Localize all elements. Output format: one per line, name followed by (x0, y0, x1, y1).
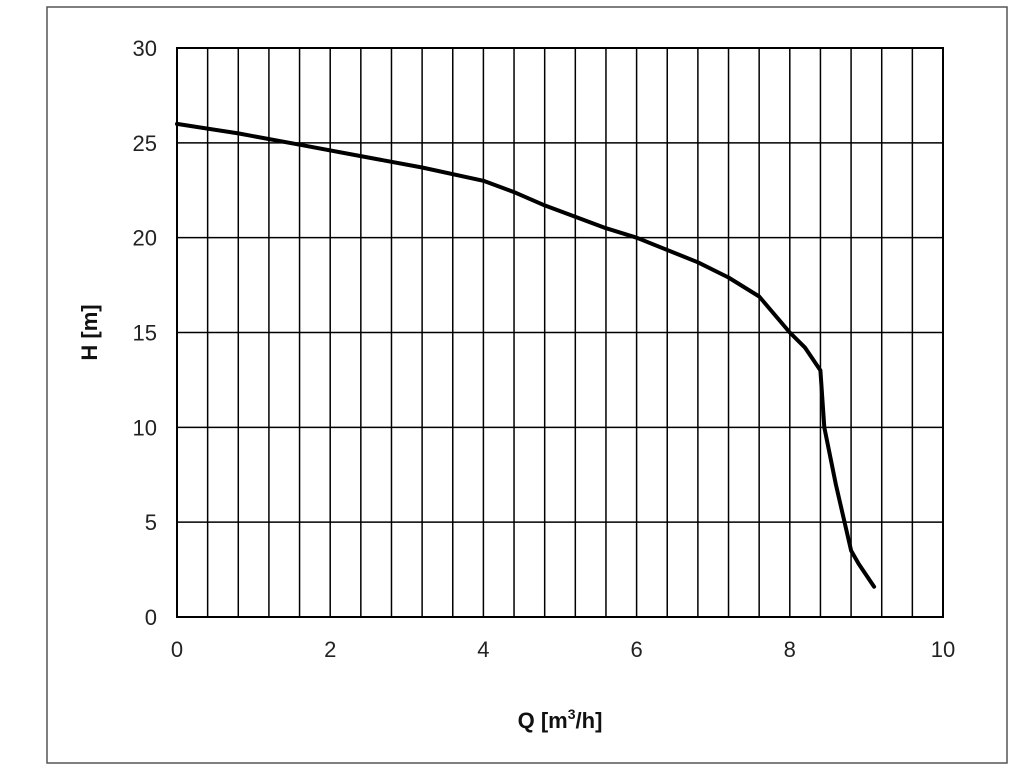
y-tick-label: 0 (145, 605, 157, 630)
y-axis-title: H [m] (77, 304, 102, 360)
x-axis-title: Q [m3/h] (518, 706, 603, 733)
series-line (175, 121, 877, 589)
x-tick-label: 2 (324, 637, 336, 662)
x-tick-label: 10 (931, 637, 955, 662)
grid-lines (176, 47, 944, 618)
x-tick-labels: 0 2 4 6 8 10 (171, 637, 955, 662)
y-tick-label: 10 (133, 415, 157, 440)
plot-area-frame (176, 47, 944, 618)
x-tick-label: 0 (171, 637, 183, 662)
y-tick-label: 25 (133, 131, 157, 156)
y-tick-label: 20 (133, 226, 157, 251)
x-axis-title-tail: /h] (576, 708, 603, 733)
x-tick-label: 8 (784, 637, 796, 662)
y-tick-label: 30 (133, 36, 157, 61)
series-group (175, 121, 877, 589)
y-tick-labels: 0 5 10 15 20 25 30 (133, 36, 157, 630)
x-axis-title-main: Q [m (518, 708, 568, 733)
outer-frame (46, 6, 1008, 764)
x-tick-label: 4 (477, 637, 489, 662)
y-tick-label: 15 (133, 321, 157, 346)
x-axis-title-superscript: 3 (568, 706, 576, 722)
x-tick-label: 6 (630, 637, 642, 662)
y-tick-label: 5 (145, 510, 157, 535)
